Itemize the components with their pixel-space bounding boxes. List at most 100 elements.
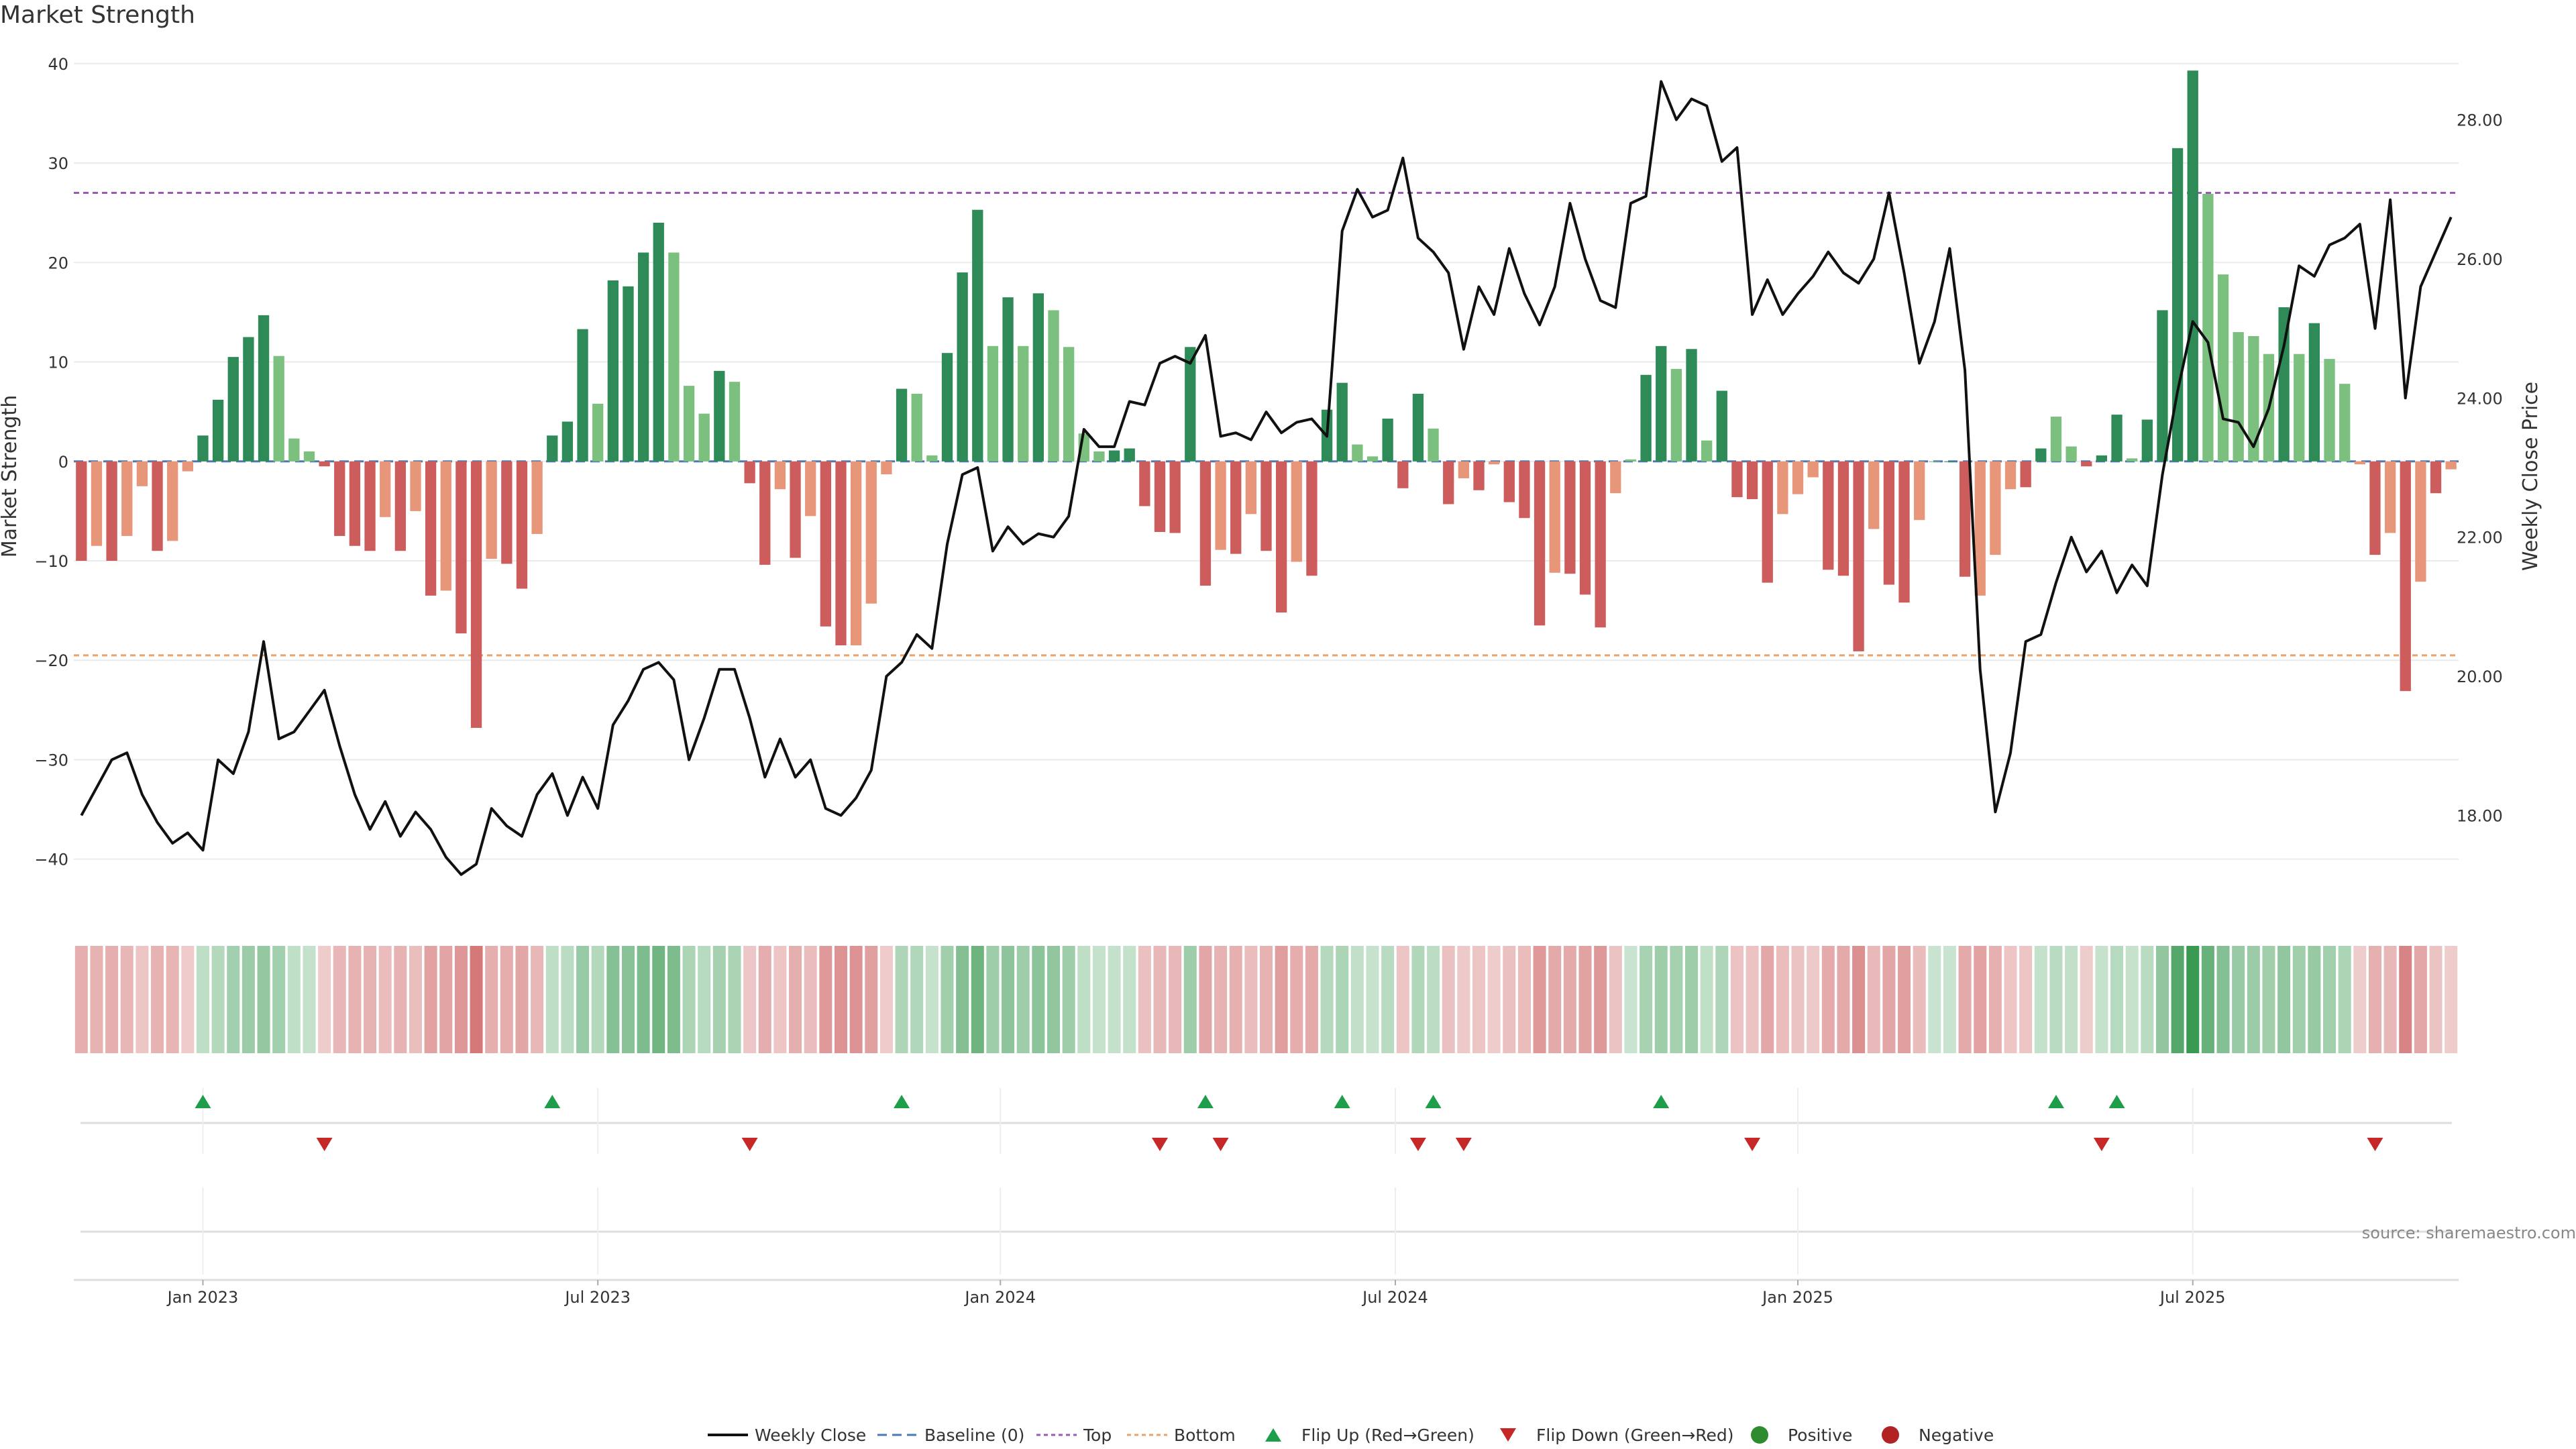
left-tick-label: 20: [48, 254, 68, 272]
strength-bar: [987, 345, 999, 462]
strength-bar: [1199, 461, 1212, 586]
strength-bar: [258, 315, 270, 462]
heat-cell: [105, 946, 119, 1053]
strength-bar: [516, 461, 528, 589]
heat-cell: [941, 946, 954, 1053]
heat-cell: [2095, 946, 2108, 1053]
heat-cell: [834, 946, 847, 1053]
strength-bar: [76, 461, 87, 561]
heat-cell: [1350, 946, 1364, 1053]
flip-down-marker: [316, 1138, 333, 1151]
strength-bar: [1610, 461, 1621, 494]
strength-bar: [1093, 451, 1105, 462]
strength-bar: [637, 252, 649, 462]
heat-cell: [1229, 946, 1242, 1053]
heat-cell: [1092, 946, 1106, 1053]
heat-cell: [1974, 946, 1987, 1053]
heat-cell: [1563, 946, 1576, 1053]
heat-cell: [136, 946, 149, 1053]
flip-up-marker: [894, 1095, 910, 1108]
strength-bar: [714, 370, 725, 462]
heat-cell: [1108, 946, 1121, 1053]
strength-bar: [835, 461, 847, 645]
strength-bar: [607, 280, 619, 462]
heat-cell: [1244, 946, 1258, 1053]
flip-up-marker: [1653, 1095, 1670, 1108]
strength-bar: [91, 461, 103, 546]
strength-bar: [2187, 70, 2198, 462]
strength-bar: [1853, 461, 1864, 651]
heat-cell: [2368, 946, 2381, 1053]
heat-cell: [1837, 946, 1850, 1053]
strength-bar: [1458, 461, 1470, 478]
strength-bar: [1185, 347, 1196, 462]
strength-bar: [790, 461, 801, 558]
legend-label: Top: [1083, 1426, 1112, 1445]
strength-bar: [547, 435, 558, 462]
heat-cell: [1548, 946, 1562, 1053]
heat-cell: [2080, 946, 2093, 1053]
strength-bar: [212, 399, 224, 462]
strength-bar: [926, 455, 938, 462]
strength-bar: [167, 461, 178, 541]
strength-bar: [1412, 393, 1424, 462]
strength-bar: [2445, 461, 2457, 470]
heat-cell: [1016, 946, 1030, 1053]
heat-cell: [1305, 946, 1318, 1053]
heat-cell: [1730, 946, 1743, 1053]
heat-cell: [1336, 946, 1349, 1053]
right-tick-label: 24.00: [2457, 389, 2503, 408]
strength-bar: [1898, 461, 1910, 603]
heat-cell: [318, 946, 331, 1053]
strength-bar: [1245, 461, 1257, 515]
strength-bar: [1777, 461, 1788, 515]
heat-cell: [865, 946, 878, 1053]
strength-bar: [1018, 345, 1029, 462]
legend-label: Negative: [1919, 1426, 1994, 1445]
strength-bar: [957, 272, 968, 462]
strength-bar: [1063, 347, 1075, 462]
strength-bar: [303, 451, 315, 462]
strength-bar: [2020, 461, 2031, 488]
heat-cell: [2429, 946, 2443, 1053]
heat-cell: [2262, 946, 2275, 1053]
strength-bar: [121, 461, 133, 536]
strength-bar: [2111, 415, 2123, 462]
heat-cell: [1882, 946, 1896, 1053]
heat-cell: [1685, 946, 1699, 1053]
left-tick-label: 40: [48, 55, 68, 74]
strength-bar: [1048, 310, 1059, 462]
strength-bar: [470, 461, 482, 729]
legend-label: Weekly Close: [755, 1426, 866, 1445]
heat-cell: [1396, 946, 1409, 1053]
flip-down-marker: [1744, 1138, 1761, 1151]
strength-bar: [1868, 461, 1880, 529]
heat-cell: [2155, 946, 2169, 1053]
heat-cell: [743, 946, 757, 1053]
heat-cell: [1898, 946, 1911, 1053]
heat-cell: [682, 946, 696, 1053]
strength-bar: [774, 461, 786, 490]
heat-cell: [1594, 946, 1607, 1053]
strength-bar: [501, 461, 513, 564]
heat-cell: [789, 946, 802, 1053]
strength-bar: [106, 461, 117, 561]
flip-down-marker: [1212, 1138, 1229, 1151]
heat-cell: [1503, 946, 1516, 1053]
strength-bar: [2035, 448, 2047, 462]
heat-cell: [287, 946, 301, 1053]
flip-markers: [80, 1088, 2452, 1275]
heat-cell: [1670, 946, 1683, 1053]
heat-cell: [2247, 946, 2260, 1053]
strength-bar: [1656, 345, 1667, 462]
strength-bar: [197, 435, 209, 462]
heat-cell: [1487, 946, 1501, 1053]
heat-cell: [1517, 946, 1531, 1053]
strength-bar: [1670, 368, 1682, 462]
heat-cell: [515, 946, 529, 1053]
heat-cell: [227, 946, 240, 1053]
strength-bar: [1473, 461, 1485, 490]
strength-bar: [1731, 461, 1743, 498]
heat-cell: [2445, 946, 2458, 1053]
left-tick-label: −10: [34, 552, 68, 571]
